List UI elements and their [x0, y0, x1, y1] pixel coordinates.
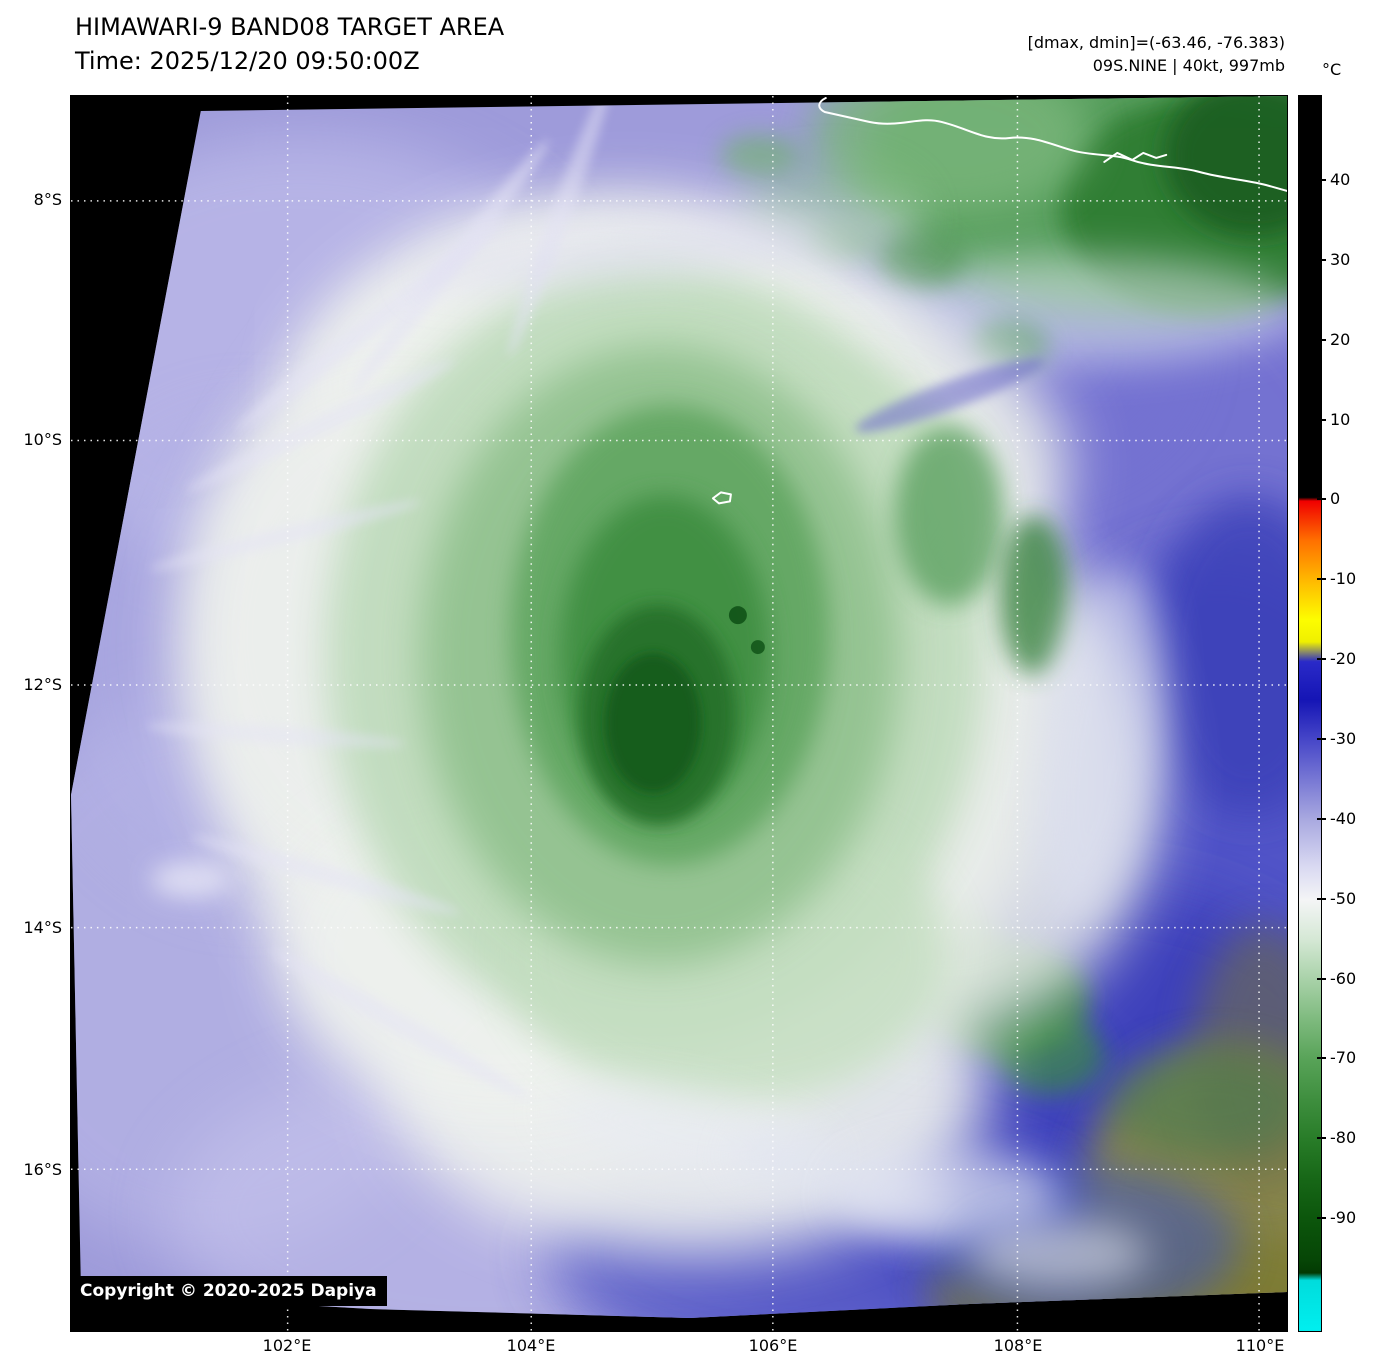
coastlines	[711, 97, 1287, 505]
lon-label-104e: 104°E	[506, 1336, 556, 1355]
copyright-watermark: Copyright © 2020-2025 Dapiya	[70, 1276, 387, 1306]
colorbar-tick-n50: -50	[1317, 889, 1384, 909]
lon-label-102e: 102°E	[262, 1336, 312, 1355]
cirrus-streaks	[146, 96, 1044, 1100]
coastline-java	[818, 97, 1287, 192]
colorbar-tick-20: 20	[1317, 330, 1384, 350]
lon-label-108e: 108°E	[993, 1336, 1043, 1355]
storm-info-label: 09S.NINE | 40kt, 997mb	[1092, 56, 1285, 75]
colorbar-unit-label: °C	[1322, 60, 1342, 79]
colorbar-tick-n80: -80	[1317, 1128, 1384, 1148]
timestamp-label: Time: 2025/12/20 09:50:00Z	[75, 47, 420, 75]
colorbar-tick-n60: -60	[1317, 969, 1384, 989]
lat-label-8s: 8°S	[33, 190, 62, 209]
colorbar-tick-0: 0	[1317, 489, 1384, 509]
satellite-image	[71, 96, 1287, 1331]
lat-label-16s: 16°S	[23, 1160, 62, 1179]
colorbar	[1298, 95, 1322, 1332]
coastline-christmas-island	[711, 491, 732, 505]
lat-label-12s: 12°S	[23, 675, 62, 694]
colorbar-tick-n30: -30	[1317, 729, 1384, 749]
map-panel	[70, 95, 1288, 1332]
colorbar-tick-10: 10	[1317, 410, 1384, 430]
colorbar-tick-n40: -40	[1317, 809, 1384, 829]
colorbar-tick-30: 30	[1317, 250, 1384, 270]
lon-label-110e: 110°E	[1235, 1336, 1285, 1355]
colorbar-tick-40: 40	[1317, 170, 1384, 190]
colorbar-tick-n20: -20	[1317, 649, 1384, 669]
lat-label-14s: 14°S	[23, 918, 62, 937]
lon-label-106e: 106°E	[748, 1336, 798, 1355]
scan-area-imagery	[71, 96, 1287, 1319]
lat-label-10s: 10°S	[23, 430, 62, 449]
graticule	[71, 96, 1287, 1331]
page-title: HIMAWARI-9 BAND08 TARGET AREA	[75, 13, 505, 41]
coastline-detail	[1103, 151, 1168, 163]
colorbar-tick-n90: -90	[1317, 1208, 1384, 1228]
colorbar-tick-n10: -10	[1317, 569, 1384, 589]
dmax-dmin-readout: [dmax, dmin]=(-63.46, -76.383)	[1027, 33, 1285, 52]
colorbar-tick-n70: -70	[1317, 1048, 1384, 1068]
